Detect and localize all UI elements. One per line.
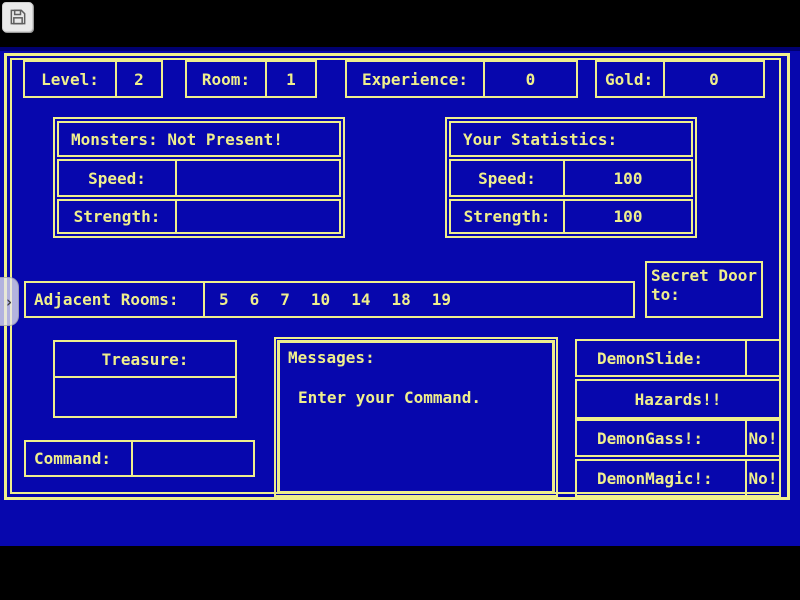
command-input[interactable] <box>133 442 253 475</box>
demongass-label: DemonGass!: <box>597 428 703 448</box>
gold-label-box: Gold: <box>595 60 665 98</box>
demonslide-label: DemonSlide: <box>597 348 703 368</box>
monsters-header: Monsters: Not Present! <box>71 129 283 149</box>
room-value: 1 <box>286 69 296 89</box>
gold-value: 0 <box>709 69 719 89</box>
room-label-box: Room: <box>185 60 267 98</box>
command-label-cell: Command: <box>26 442 133 475</box>
monster-strength-label-box: Strength: <box>57 199 177 234</box>
demonslide-value-cell <box>747 341 779 375</box>
room-label: Room: <box>201 69 251 89</box>
room-number: 10 <box>310 290 331 309</box>
demongass-value: No! <box>748 428 778 448</box>
monster-speed-label-box: Speed: <box>57 159 177 197</box>
room-number: 7 <box>280 290 290 309</box>
monster-strength-label: Strength: <box>73 207 161 226</box>
your-statistics-header: Your Statistics: <box>463 129 618 149</box>
player-speed-label-box: Speed: <box>449 159 565 197</box>
command-box: Command: <box>24 440 255 477</box>
demongass-label-cell: DemonGass!: <box>577 421 747 455</box>
command-label: Command: <box>34 449 112 468</box>
experience-label: Experience: <box>362 69 468 89</box>
player-strength-label: Strength: <box>463 207 551 226</box>
game-screen: Level: 2 Room: 1 Experience: 0 Gold: 0 M… <box>0 47 800 546</box>
player-speed-label: Speed: <box>478 168 536 188</box>
monster-speed-value-box <box>175 159 341 197</box>
messages-box: Messages: Enter your Command. <box>274 337 558 497</box>
hazards-header: Hazards!! <box>634 389 722 409</box>
secret-door-box: Secret Door to: <box>645 261 763 318</box>
room-number: 18 <box>391 290 411 309</box>
save-button[interactable] <box>2 2 33 32</box>
player-speed-value-box: 100 <box>563 159 693 197</box>
treasure-header: Treasure: <box>101 349 189 369</box>
secret-door-label: Secret Door to: <box>651 266 757 304</box>
demongass-value-cell: No! <box>747 421 779 455</box>
player-speed-value: 100 <box>613 168 643 188</box>
demongass-box: DemonGass!: No! <box>575 419 781 457</box>
experience-label-box: Experience: <box>345 60 485 98</box>
treasure-value-cell <box>55 378 235 416</box>
room-value-box: 1 <box>265 60 317 98</box>
demonslide-label-cell: DemonSlide: <box>577 341 747 375</box>
treasure-header-cell: Treasure: <box>55 342 235 378</box>
demonmagic-label-cell: DemonMagic!: <box>577 461 747 495</box>
demonmagic-value-cell: No! <box>747 461 779 495</box>
adjacent-rooms-box: Adjacent Rooms: 5 6 7 10 14 18 19 <box>24 281 635 318</box>
level-value: 2 <box>134 69 144 89</box>
messages-header: Messages: <box>288 348 375 367</box>
experience-value: 0 <box>525 69 536 89</box>
treasure-box: Treasure: <box>53 340 237 418</box>
room-number: 14 <box>351 290 371 309</box>
monster-speed-label: Speed: <box>88 168 146 188</box>
level-label-box: Level: <box>23 60 117 98</box>
floppy-disk-icon <box>8 7 28 27</box>
demonmagic-box: DemonMagic!: No! <box>575 459 781 497</box>
chevron-right-icon: › <box>4 292 14 311</box>
hazards-header-box: Hazards!! <box>575 379 781 419</box>
room-number: 19 <box>431 290 451 309</box>
player-strength-label-box: Strength: <box>449 199 565 234</box>
demonmagic-label: DemonMagic!: <box>597 468 713 488</box>
adjacent-rooms-label-cell: Adjacent Rooms: <box>26 283 205 316</box>
gold-label: Gold: <box>605 69 654 89</box>
experience-value-box: 0 <box>483 60 578 98</box>
monsters-header-box: Monsters: Not Present! <box>57 121 341 157</box>
gold-value-box: 0 <box>663 60 765 98</box>
your-statistics-panel <box>445 117 697 238</box>
drawer-tab[interactable]: › <box>0 277 19 326</box>
monster-strength-value-box <box>175 199 341 234</box>
adjacent-rooms-values: 5 6 7 10 14 18 19 <box>205 290 633 309</box>
messages-text: Enter your Command. <box>298 388 482 407</box>
monsters-panel <box>53 117 345 238</box>
level-label: Level: <box>41 69 99 89</box>
demonslide-box: DemonSlide: <box>575 339 781 377</box>
level-value-box: 2 <box>115 60 163 98</box>
room-number: 6 <box>249 290 260 309</box>
player-strength-value-box: 100 <box>563 199 693 234</box>
demonmagic-value: No! <box>748 468 778 488</box>
screen-top-stripe <box>0 47 800 51</box>
adjacent-rooms-label: Adjacent Rooms: <box>34 290 179 309</box>
room-number: 5 <box>219 290 229 309</box>
your-statistics-header-box: Your Statistics: <box>449 121 693 157</box>
player-strength-value: 100 <box>613 207 643 226</box>
